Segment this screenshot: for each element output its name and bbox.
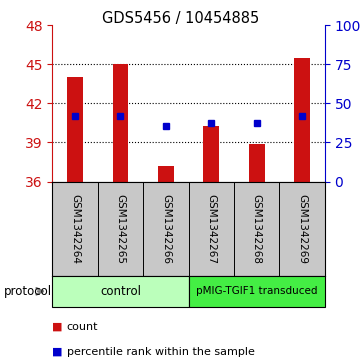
Text: protocol: protocol [4, 285, 52, 298]
Text: control: control [100, 285, 141, 298]
Bar [249, 144, 265, 182]
Bar [158, 166, 174, 182]
Text: pMIG-TGIF1 transduced: pMIG-TGIF1 transduced [196, 286, 318, 296]
Text: GDS5456 / 10454885: GDS5456 / 10454885 [102, 11, 259, 26]
Bar [52, 276, 189, 307]
Text: count: count [67, 322, 98, 332]
Text: percentile rank within the sample: percentile rank within the sample [67, 347, 255, 357]
Bar [203, 126, 219, 182]
Text: GSM1342266: GSM1342266 [161, 194, 171, 264]
Bar [113, 65, 129, 182]
Text: ■: ■ [52, 347, 63, 357]
Text: GSM1342267: GSM1342267 [206, 194, 216, 264]
Text: ■: ■ [52, 322, 63, 332]
Bar [189, 276, 325, 307]
Text: GSM1342265: GSM1342265 [116, 194, 126, 264]
Bar [294, 58, 310, 182]
Text: GSM1342264: GSM1342264 [70, 194, 80, 264]
Text: GSM1342268: GSM1342268 [252, 194, 262, 264]
Bar [67, 77, 83, 182]
Text: GSM1342269: GSM1342269 [297, 194, 307, 264]
